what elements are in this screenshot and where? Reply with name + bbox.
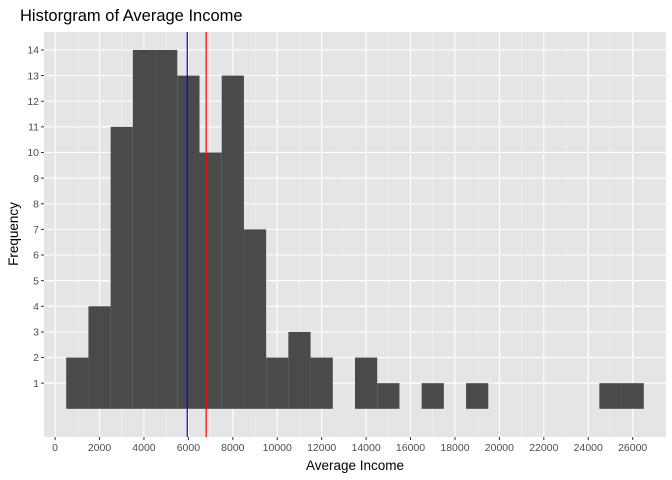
histogram-bar	[177, 75, 200, 409]
histogram-bar	[421, 383, 444, 409]
y-tick-label: 11	[28, 122, 39, 134]
histogram-bar	[155, 49, 178, 409]
histogram-bars	[66, 49, 644, 409]
x-tick-label: 8000	[221, 442, 245, 454]
x-tick-label: 20000	[485, 442, 514, 454]
x-tick-label: 18000	[440, 442, 469, 454]
x-tick-label: 22000	[529, 442, 558, 454]
y-tick-label: 7	[33, 224, 39, 236]
x-tick-label: 26000	[618, 442, 647, 454]
histogram-bar	[621, 383, 644, 409]
x-tick-label: 10000	[263, 442, 292, 454]
y-tick-label: 5	[33, 275, 39, 287]
y-tick-label: 2	[33, 352, 39, 364]
x-tick-label: 14000	[352, 442, 381, 454]
histogram-bar	[466, 383, 489, 409]
x-tick-label: 4000	[132, 442, 156, 454]
histogram-bar	[88, 306, 111, 409]
y-axis-title: Frequency	[6, 202, 21, 266]
histogram-bar	[266, 357, 289, 409]
y-tick-label: 13	[27, 70, 39, 82]
x-tick-label: 0	[52, 442, 58, 454]
y-tick-label: 4	[33, 301, 39, 313]
histogram-bar	[243, 229, 267, 409]
y-tick-label: 14	[27, 45, 39, 57]
x-axis: 0 2000 4000 6000 8000 10000 12000 14000 16000 180…	[52, 437, 647, 454]
x-axis-title: Average Income	[306, 458, 404, 473]
y-tick-label: 9	[33, 173, 39, 185]
y-tick-label: 8	[33, 198, 39, 210]
x-tick-label: 12000	[307, 442, 336, 454]
x-tick-label: 16000	[396, 442, 425, 454]
histogram-bar	[221, 75, 244, 409]
histogram-bar	[355, 357, 378, 409]
histogram-bar	[132, 49, 156, 409]
y-tick-label: 6	[33, 250, 39, 262]
chart-title: Historgram of Average Income	[20, 7, 243, 25]
histogram-bar	[310, 357, 333, 409]
y-tick-label: 3	[33, 327, 39, 339]
histogram-bar	[599, 383, 622, 409]
histogram-bar	[377, 383, 400, 409]
y-tick-label: 10	[27, 147, 39, 159]
reference-lines	[186, 32, 207, 437]
y-tick-label: 12	[27, 96, 39, 108]
y-tick-label: 1	[33, 378, 39, 390]
histogram-bar	[110, 126, 133, 409]
x-tick-label: 24000	[574, 442, 603, 454]
histogram-bar	[66, 357, 89, 409]
x-tick-label: 2000	[88, 442, 112, 454]
x-tick-label: 6000	[177, 442, 201, 454]
histogram-bar	[288, 331, 311, 409]
histogram-bar	[199, 152, 222, 409]
